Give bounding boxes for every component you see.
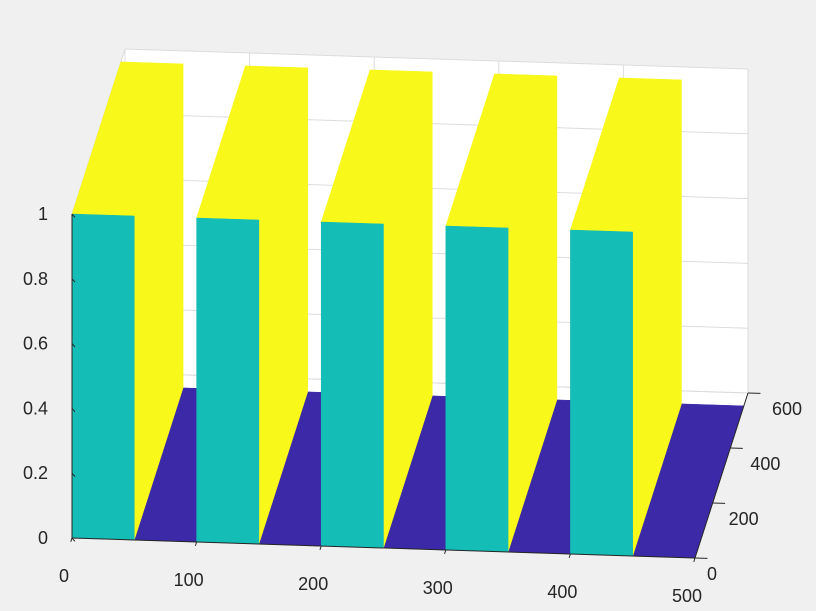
y-tick-label: 400 (750, 454, 780, 474)
surface-front-face (445, 225, 509, 553)
y-tick-label: 200 (729, 509, 759, 529)
y-tick-label: 600 (772, 399, 802, 419)
z-tick-label: 0.8 (23, 269, 48, 289)
x-tick-label: 200 (298, 574, 328, 594)
x-axis-line (71, 537, 696, 559)
z-tick (71, 537, 76, 542)
z-tick (71, 343, 76, 348)
y-tick-label: 0 (707, 564, 717, 584)
surface-front-face (320, 221, 384, 549)
z-tick-label: 0.2 (23, 463, 48, 483)
x-tick-label: 400 (547, 582, 577, 602)
x-tick (568, 553, 571, 559)
x-tick (70, 537, 73, 543)
x-tick (444, 549, 447, 555)
x-tick-label: 100 (174, 570, 204, 590)
x-tick-label: 300 (423, 578, 453, 598)
z-tick (71, 408, 76, 413)
y-axis-line (694, 392, 749, 559)
z-tick-label: 0.6 (23, 334, 48, 354)
z-tick (71, 213, 76, 218)
surface-front-face (71, 213, 135, 541)
x-tick (319, 545, 322, 551)
z-tick (71, 278, 76, 283)
z-tick-label: 0 (38, 528, 48, 548)
z-tick (71, 472, 76, 477)
surface-front-face (196, 217, 260, 545)
z-tick-label: 1 (38, 204, 48, 224)
x-tick-label: 0 (59, 566, 69, 586)
x-tick (693, 557, 696, 563)
z-tick-label: 0.4 (23, 398, 48, 418)
x-tick (194, 541, 198, 547)
surface-front-face (570, 229, 633, 557)
x-tick-label: 500 (672, 586, 702, 606)
grid-line-z-back (124, 48, 749, 70)
